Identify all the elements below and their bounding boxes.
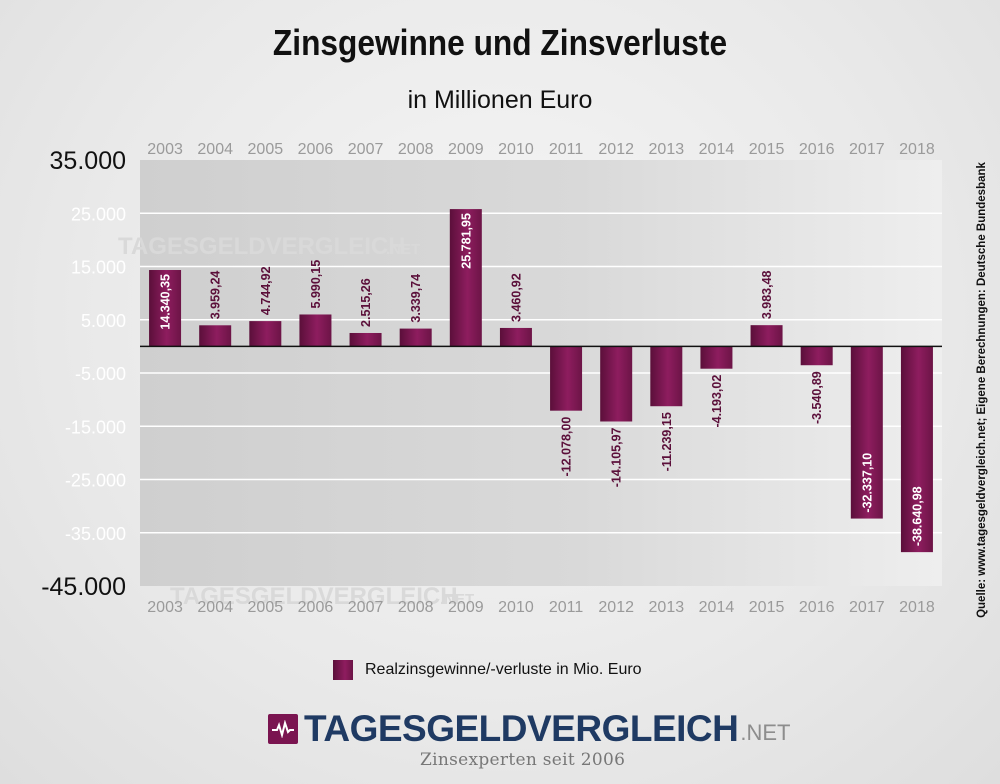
x-tick-label-bottom: 2015 — [749, 599, 785, 616]
x-tick-label-top: 2003 — [147, 141, 183, 158]
x-tick-label-bottom: 2005 — [248, 599, 284, 616]
x-tick-label-top: 2016 — [799, 141, 835, 158]
x-tick-label-top: 2007 — [348, 141, 384, 158]
value-label-2004: 3.959,24 — [209, 271, 223, 320]
bar-2015 — [750, 325, 783, 347]
x-tick-label-top: 2006 — [298, 141, 334, 158]
x-tick-label-top: 2008 — [398, 141, 434, 158]
x-tick-label-top: 2004 — [197, 141, 233, 158]
y-tick-label: -15.000 — [65, 417, 126, 437]
x-tick-label-top: 2014 — [699, 141, 735, 158]
source-note: Quelle: www.tagesgeldvergleich.net; Eige… — [976, 162, 988, 618]
bar-2006 — [299, 314, 332, 347]
value-label-2010: 3.460,92 — [509, 273, 523, 322]
x-tick-label-bottom: 2003 — [147, 599, 183, 616]
bar-2014 — [700, 346, 733, 369]
x-tick-label-bottom: 2012 — [598, 599, 634, 616]
x-tick-label-bottom: 2007 — [348, 599, 384, 616]
x-tick-label-top: 2009 — [448, 141, 484, 158]
x-tick-label-bottom: 2006 — [298, 599, 334, 616]
value-label-2011: -12.078,00 — [560, 417, 574, 477]
value-label-2012: -14.105,97 — [610, 427, 624, 487]
legend: Realzinsgewinne/-verluste in Mio. Euro — [333, 660, 642, 680]
chart-title: Zinsgewinne und Zinsverluste — [272, 22, 728, 63]
watermark-bottom-suffix: .NET — [440, 591, 474, 608]
x-tick-label-bottom: 2009 — [448, 599, 484, 616]
value-label-2008: 3.339,74 — [409, 274, 423, 323]
brand-logo: TAGESGELDVERGLEICH .NET — [268, 708, 790, 750]
value-label-2016: -3.540,89 — [810, 371, 824, 424]
x-tick-label-top: 2011 — [549, 141, 584, 158]
x-tick-label-top: 2012 — [598, 141, 634, 158]
y-tick-label: 35.000 — [50, 147, 126, 175]
value-label-2005: 4.744,92 — [259, 266, 273, 315]
y-tick-label: -5.000 — [75, 364, 126, 384]
value-label-2013: -11.239,15 — [660, 412, 674, 471]
x-tick-label-top: 2017 — [849, 141, 885, 158]
bar-2016 — [800, 346, 833, 366]
y-tick-label: 5.000 — [81, 311, 126, 331]
bar-2017 — [850, 346, 883, 519]
x-tick-label-bottom: 2011 — [549, 599, 584, 616]
value-label-2014: -4.193,02 — [710, 375, 724, 428]
x-tick-label-bottom: 2004 — [197, 599, 233, 616]
bar-2004 — [199, 325, 232, 347]
x-tick-label-top: 2018 — [899, 141, 935, 158]
x-tick-label-bottom: 2013 — [649, 599, 685, 616]
x-tick-label-top: 2013 — [649, 141, 685, 158]
value-label-2015: 3.983,48 — [760, 270, 774, 319]
bar-2018 — [900, 346, 933, 553]
bar-2003 — [149, 270, 182, 347]
chart-subtitle: in Millionen Euro — [407, 86, 593, 114]
bar-2012 — [600, 346, 633, 422]
y-tick-label: -35.000 — [65, 524, 126, 544]
bar-2011 — [550, 346, 583, 411]
bar-2007 — [349, 332, 382, 347]
x-tick-label-bottom: 2016 — [799, 599, 835, 616]
bar-2010 — [499, 327, 532, 347]
legend-label: Realzinsgewinne/-verluste in Mio. Euro — [365, 661, 642, 678]
x-tick-label-top: 2005 — [248, 141, 284, 158]
x-tick-label-bottom: 2017 — [849, 599, 885, 616]
value-label-2018: -38.640,98 — [910, 486, 924, 546]
y-tick-label: -45.000 — [41, 573, 126, 601]
bar-2005 — [249, 321, 282, 347]
value-label-2009: 25.781,95 — [459, 213, 473, 269]
watermark-top: TAGESGELDVERGLEICH — [118, 233, 406, 260]
x-tick-label-top: 2010 — [498, 141, 534, 158]
x-tick-label-top: 2015 — [749, 141, 785, 158]
logo-text: TAGESGELDVERGLEICH — [304, 708, 739, 749]
logo-suffix: .NET — [740, 720, 791, 745]
y-tick-label: -25.000 — [65, 471, 126, 491]
value-label-2017: -32.337,10 — [860, 453, 874, 513]
legend-swatch — [333, 660, 353, 680]
x-tick-label-bottom: 2008 — [398, 599, 434, 616]
y-tick-label: 15.000 — [71, 258, 126, 278]
bar-2009 — [449, 209, 482, 347]
logo-tagline: Zinsexperten seit 2006 — [420, 750, 626, 770]
heartbeat-icon — [268, 714, 298, 744]
watermark-bottom: TAGESGELDVERGLEICH — [170, 583, 458, 610]
x-tick-label-bottom: 2018 — [899, 599, 935, 616]
y-tick-label: 25.000 — [71, 204, 126, 224]
value-label-2006: 5.990,15 — [309, 260, 323, 309]
bar-2013 — [650, 346, 683, 407]
value-label-2003: 14.340,35 — [159, 274, 173, 330]
x-tick-label-bottom: 2010 — [498, 599, 534, 616]
watermark-top-suffix: .NET — [386, 241, 420, 258]
value-label-2007: 2.515,26 — [359, 278, 373, 327]
bar-2008 — [399, 328, 432, 347]
x-tick-label-bottom: 2014 — [699, 599, 735, 616]
